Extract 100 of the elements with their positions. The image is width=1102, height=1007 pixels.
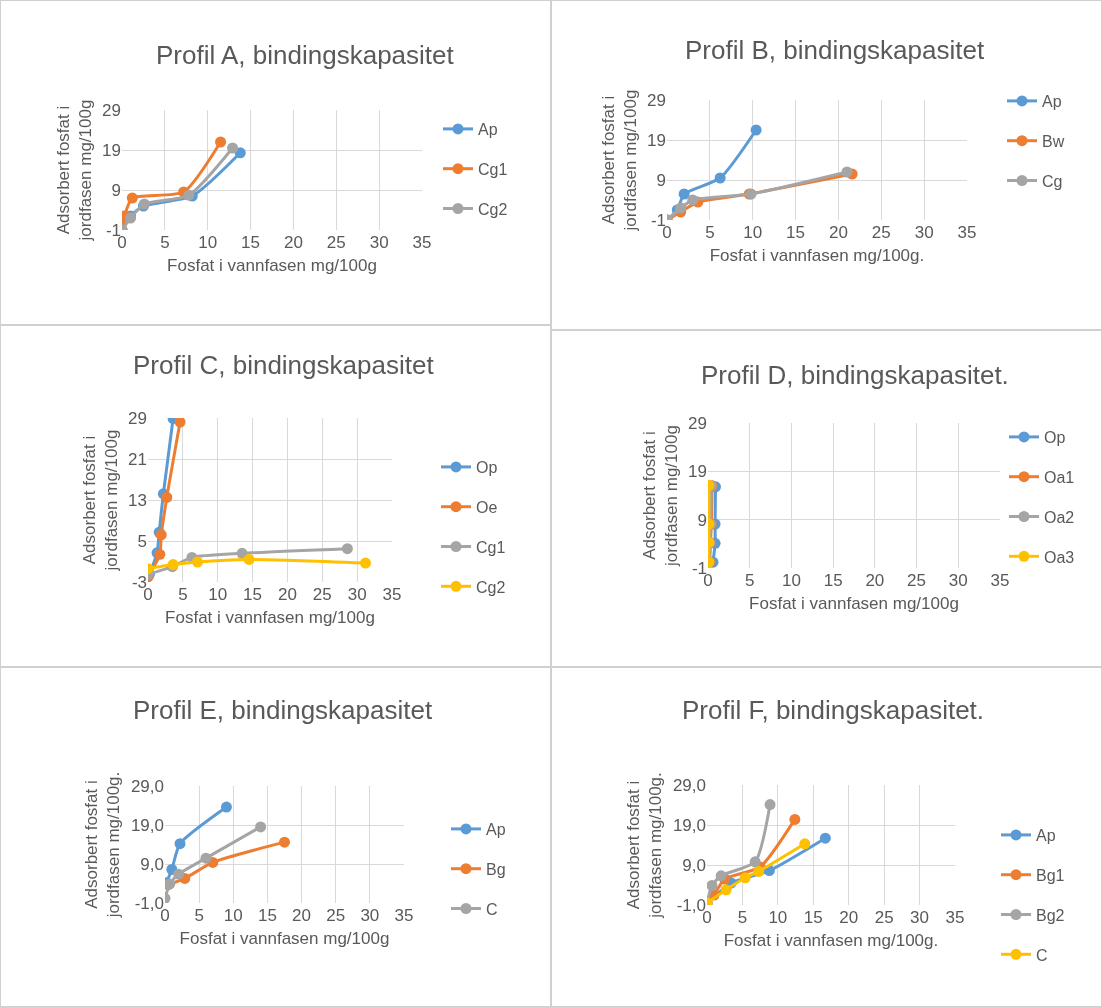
y-tick-label: 9	[111, 180, 121, 200]
point	[200, 852, 212, 864]
x-tick-label: 25	[907, 571, 927, 590]
point	[192, 556, 203, 568]
point	[750, 124, 762, 136]
y-tick-label: 29	[688, 413, 707, 433]
point	[714, 172, 726, 184]
x-tick-label: 35	[957, 223, 977, 242]
legend-label: Cg2	[476, 578, 506, 596]
x-tick-label: 10	[208, 585, 228, 604]
x-tick-label: 5	[744, 571, 755, 590]
y-tick-label: 19,0	[672, 815, 706, 835]
x-tick-label: 25	[874, 908, 894, 927]
point	[739, 872, 751, 884]
x-tick-label: 15	[786, 223, 806, 242]
x-tick-label: 35	[945, 908, 965, 927]
x-tick-label: 10	[743, 223, 763, 242]
x-tick-label: 15	[803, 908, 823, 927]
x-axis-title: Fosfat i vannfasen mg/100g.	[709, 246, 925, 266]
x-tick-label: 20	[277, 585, 297, 604]
x-tick-label: 30	[910, 908, 930, 927]
y-tick-label: 29	[128, 408, 147, 428]
point	[753, 865, 765, 877]
x-axis-title: Fosfat i vannfasen mg/100g	[179, 929, 390, 949]
y-axis-title: Adsorbert fosfat i jordfasen mg/100g.	[82, 771, 124, 919]
legend-label: Cg	[1042, 172, 1063, 190]
x-axis-title: Fosfat i vannfasen mg/100g	[167, 256, 377, 276]
legend-label: Bg2	[1036, 906, 1065, 924]
x-tick-label: 25	[326, 233, 346, 252]
y-axis-title: Adsorbert fosfat i jordfasen mg/100g	[639, 425, 681, 567]
legend-label: C	[1036, 946, 1048, 964]
x-tick-label: 5	[737, 908, 748, 927]
x-tick-label: 30	[347, 585, 367, 604]
y-tick-label: 9,0	[140, 854, 164, 874]
point	[161, 491, 173, 503]
point	[799, 838, 811, 850]
x-axis-title: Fosfat i vannfasen mg/100g	[165, 608, 375, 628]
x-tick-label: 35	[990, 571, 1010, 590]
point	[341, 543, 353, 555]
point	[360, 557, 372, 569]
y-axis-title: Adsorbert fosfat i jordfasen mg/100g	[79, 429, 121, 572]
legend-label: Cg2	[478, 200, 508, 218]
legend-label: Bw	[1042, 132, 1065, 150]
point	[789, 813, 801, 825]
x-tick-label: 25	[326, 906, 346, 925]
point	[173, 868, 185, 880]
point	[220, 801, 232, 813]
x-tick-label: 20	[292, 906, 312, 925]
chart-title: Profil F, bindingskapasitet.	[682, 695, 985, 725]
x-tick-label: 30	[948, 571, 968, 590]
x-tick-label: 20	[839, 908, 859, 927]
point	[174, 838, 186, 850]
y-tick-label: 9	[697, 510, 707, 530]
legend-label: Ap	[486, 821, 506, 839]
legend-label: Ap	[478, 121, 498, 139]
point	[243, 553, 255, 565]
y-tick-label: 13	[128, 490, 147, 510]
y-tick-label: 19	[647, 130, 666, 150]
point	[174, 418, 186, 428]
x-tick-label: 20	[828, 223, 848, 242]
x-tick-label: 30	[914, 223, 934, 242]
legend-label: C	[486, 900, 498, 918]
point	[227, 142, 239, 154]
point	[715, 870, 727, 882]
y-tick-label: 19	[102, 140, 121, 160]
chart-title: Profil D, bindingskapasitet.	[701, 360, 1009, 390]
y-axis-title: Adsorbert fosfat i jordfasen mg/100g	[53, 99, 95, 242]
x-tick-label: 10	[768, 908, 788, 927]
x-tick-label: 10	[781, 571, 801, 590]
legend-label: Oa3	[1044, 548, 1075, 566]
legend-label: Oa2	[1044, 508, 1075, 526]
x-tick-label: 20	[865, 571, 885, 590]
y-axis-title: Adsorbert fosfat i jordfasen mg/100g	[598, 89, 640, 232]
x-tick-label: 35	[412, 233, 432, 252]
y-tick-label: 5	[137, 531, 147, 551]
y-tick-label: 9	[656, 170, 666, 190]
chart-title: Profil B, bindingskapasitet	[685, 35, 985, 65]
point	[764, 799, 776, 811]
legend-label: Bg1	[1036, 866, 1065, 884]
legend-label: Cg1	[476, 538, 506, 556]
point	[215, 136, 227, 148]
y-tick-label: 29	[647, 90, 666, 110]
legend-label: Op	[476, 459, 498, 477]
point	[279, 836, 290, 848]
y-tick-label: 9,0	[682, 855, 706, 875]
x-tick-label: 25	[312, 585, 332, 604]
y-tick-label: 19	[688, 462, 707, 482]
point	[841, 166, 853, 178]
legend-label: Cg1	[478, 160, 508, 178]
legend-label: Op	[1044, 429, 1066, 447]
point	[749, 856, 761, 868]
point	[687, 194, 699, 206]
point	[707, 879, 718, 891]
x-tick-label: 25	[871, 223, 891, 242]
y-axis-title: Adsorbert fosfat i jordfasen mg/100g.	[624, 772, 666, 919]
legend-label: Bg	[486, 860, 506, 878]
y-tick-label: 19,0	[130, 815, 164, 835]
point	[255, 821, 267, 833]
point	[819, 832, 831, 844]
x-tick-label: 15	[241, 233, 261, 252]
